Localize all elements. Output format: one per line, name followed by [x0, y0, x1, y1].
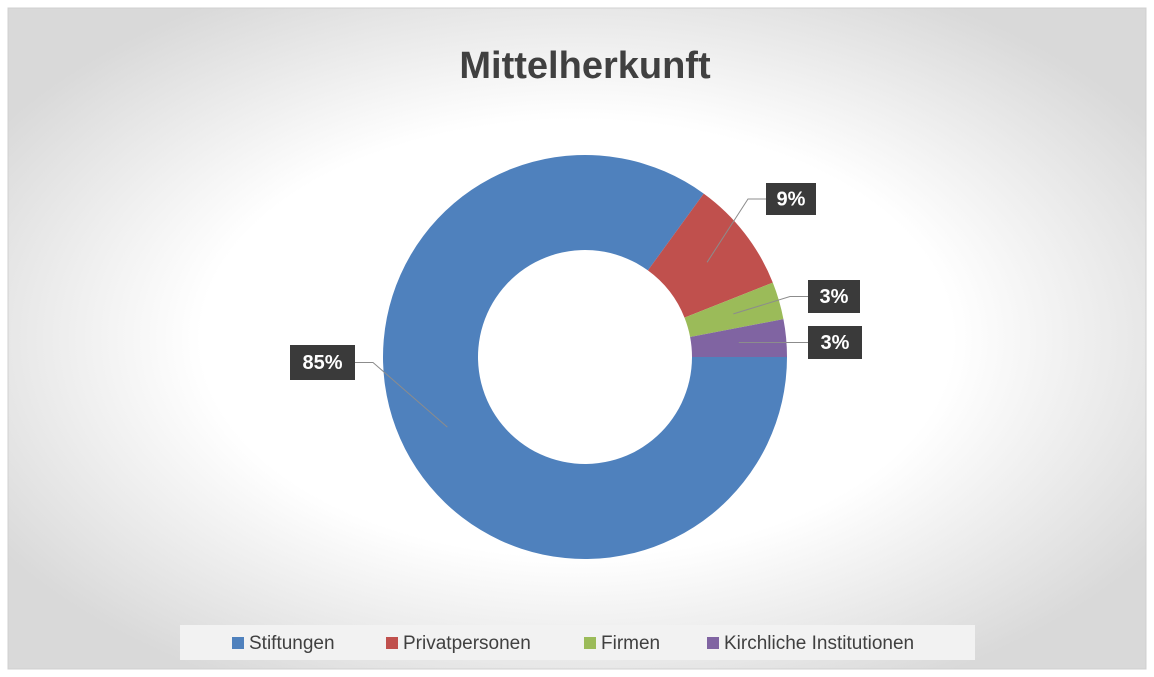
donut-slice: [690, 319, 787, 357]
chart-title: Mittelherkunft: [459, 45, 711, 87]
data-label: 3%: [821, 332, 850, 354]
chart-background: [7, 7, 1147, 670]
leader-line: [733, 296, 808, 315]
legend-swatch: [584, 637, 596, 649]
legend-swatch: [707, 637, 719, 649]
legend-swatch: [232, 637, 244, 649]
legend-label: Kirchliche Institutionen: [724, 633, 914, 654]
leader-line: [706, 198, 766, 263]
data-label-box: [766, 183, 816, 215]
data-label-box: [808, 280, 860, 313]
data-label: 9%: [777, 188, 806, 210]
legend-label: Stiftungen: [249, 633, 335, 654]
legend-swatch: [386, 637, 398, 649]
donut-slice: [382, 155, 787, 559]
legend-label: Firmen: [601, 633, 660, 654]
data-label: 85%: [302, 352, 342, 374]
donut-slice: [647, 193, 773, 318]
data-label-box: [808, 326, 862, 359]
leader-line: [355, 362, 448, 428]
legend-label: Privatpersonen: [403, 633, 531, 654]
legend-background: [180, 625, 975, 660]
data-label: 3%: [820, 286, 849, 308]
data-label-box: [290, 345, 355, 380]
donut-slice: [684, 282, 784, 337]
